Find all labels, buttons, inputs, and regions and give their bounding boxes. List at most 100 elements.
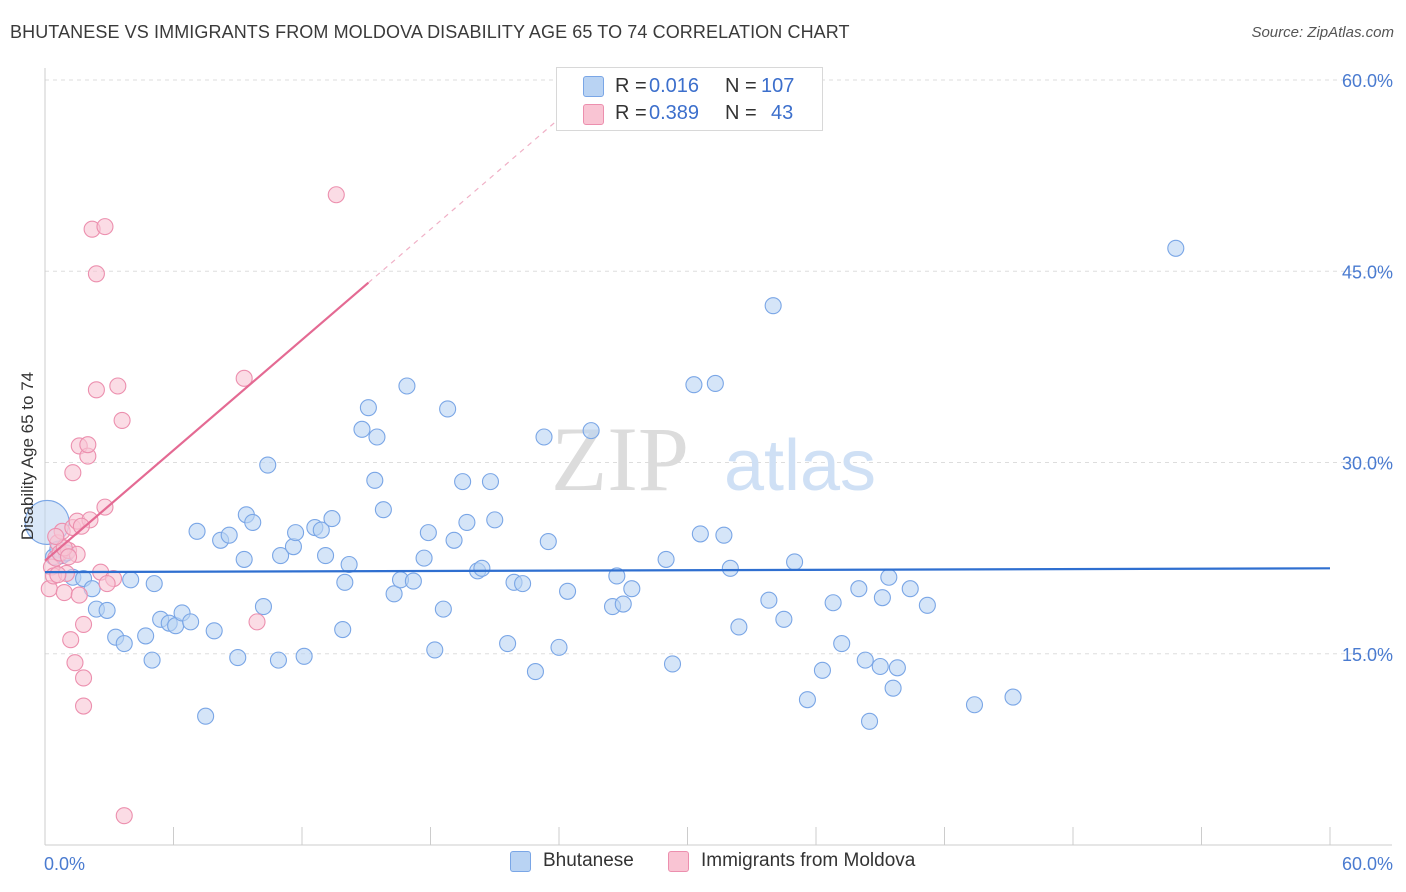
moldova-point: [49, 566, 67, 584]
bhutanese-point: [706, 374, 724, 393]
bhutanese-point: [235, 550, 253, 568]
bhutanese-point: [481, 473, 500, 491]
bhutanese-point: [786, 553, 804, 571]
moldova-point: [75, 697, 93, 715]
bhutanese-point: [336, 573, 354, 591]
bhutanese-point: [833, 634, 851, 653]
legend-label: Bhutanese: [543, 850, 634, 871]
x-tick-label: 60.0%: [1342, 854, 1393, 874]
bhutanese-point: [860, 712, 879, 730]
moldova-point: [79, 436, 97, 454]
tick-labels: 15.0% 30.0% 45.0% 60.0% 0.0% 60.0%: [44, 71, 1393, 874]
bhutanese-trend-line: [44, 567, 1331, 574]
bhutanese-point: [426, 641, 444, 659]
legend-swatch-bhutanese: [583, 76, 604, 97]
legend-n-value: 107: [761, 75, 795, 97]
moldova-point: [47, 527, 65, 546]
bhutanese-point: [880, 568, 898, 586]
bhutanese-point: [312, 521, 330, 539]
bhutanese-point: [884, 679, 902, 697]
bhutanese-point: [205, 622, 223, 640]
bhutanese-point: [614, 595, 632, 613]
bhutanese-point: [366, 471, 384, 489]
bhutanese-point: [730, 618, 748, 636]
bhutanese-point: [721, 559, 739, 577]
y-tick-label: 45.0%: [1342, 262, 1393, 282]
bhutanese-point: [197, 707, 215, 725]
bhutanese-point: [918, 596, 936, 614]
bhutanese-point: [499, 634, 517, 653]
bhutanese-point: [259, 456, 277, 474]
moldova-point: [327, 186, 345, 204]
bhutanese-point: [458, 513, 476, 531]
legend-n-label: N =: [725, 102, 757, 124]
bhutanese-point: [385, 585, 403, 603]
series-legend: Bhutanese Immigrants from Moldova: [0, 850, 1406, 880]
bhutanese-point: [760, 591, 778, 609]
bhutanese-point: [764, 297, 782, 315]
bhutanese-point: [269, 651, 287, 669]
bhutanese-point: [623, 580, 641, 598]
bhutanese-point: [813, 661, 831, 679]
bhutanese-point: [98, 601, 116, 619]
legend-item-bhutanese[interactable]: Bhutanese: [510, 850, 634, 872]
moldova-point: [62, 631, 80, 649]
bhutanese-point: [685, 376, 703, 394]
bhutanese-point: [398, 377, 416, 395]
moldova-trend-extension: [368, 99, 581, 284]
y-tick-label: 30.0%: [1342, 454, 1393, 474]
x-tick-label: 0.0%: [44, 854, 85, 874]
moldova-point: [248, 613, 266, 631]
bhutanese-point: [359, 399, 377, 417]
bhutanese-point: [691, 525, 709, 543]
bhutanese-point: [334, 620, 352, 639]
legend-r-label: R =: [615, 75, 647, 97]
bhutanese-points: [24, 239, 1185, 730]
trend-lines: [44, 99, 1331, 574]
bhutanese-point: [284, 538, 302, 556]
watermark: ZIP atlas: [551, 408, 876, 510]
bhutanese-point: [317, 547, 335, 565]
bhutanese-point: [850, 580, 868, 598]
bhutanese-point: [254, 598, 273, 616]
moldova-point: [96, 218, 114, 236]
legend-r-label: R =: [615, 102, 647, 124]
y-tick-label: 15.0%: [1342, 645, 1393, 665]
moldova-point: [109, 377, 127, 395]
bhutanese-point: [340, 555, 358, 574]
bhutanese-point: [608, 567, 626, 585]
moldova-point: [87, 381, 105, 399]
legend-item-moldova[interactable]: Immigrants from Moldova: [668, 850, 915, 872]
bhutanese-point: [888, 659, 906, 677]
bhutanese-point: [775, 610, 793, 628]
correlation-legend: R = 0.016 N = 107 R = 0.389 N = 43: [556, 67, 823, 131]
bhutanese-point: [798, 691, 816, 709]
y-axis-label: Disability Age 65 to 74: [18, 372, 37, 540]
moldova-point: [72, 517, 90, 535]
bhutanese-point: [188, 522, 206, 540]
bhutanese-point: [901, 580, 919, 598]
bhutanese-point: [582, 422, 600, 440]
moldova-trend-line: [44, 281, 370, 562]
moldova-point: [75, 669, 93, 687]
source-label: Source: ZipAtlas.com: [1251, 24, 1394, 41]
y-tick-label: 60.0%: [1342, 71, 1393, 91]
bhutanese-point: [1004, 688, 1022, 706]
bhutanese-point: [272, 547, 290, 565]
bhutanese-point: [514, 575, 532, 593]
bhutanese-point: [244, 513, 262, 531]
moldova-point: [60, 548, 78, 566]
moldova-point: [235, 369, 253, 387]
bhutanese-point: [663, 655, 682, 673]
moldova-point: [64, 464, 82, 482]
bhutanese-point: [434, 600, 452, 618]
bhutanese-point: [486, 511, 504, 529]
bhutanese-point: [182, 613, 200, 631]
bhutanese-point: [115, 634, 133, 653]
legend-r-value: 0.016: [649, 75, 700, 97]
chart-title: BHUTANESE VS IMMIGRANTS FROM MOLDOVA DIS…: [10, 22, 850, 42]
bhutanese-point: [295, 647, 313, 665]
bhutanese-point: [550, 638, 568, 656]
bhutanese-point: [368, 428, 386, 446]
bhutanese-point: [287, 524, 305, 542]
